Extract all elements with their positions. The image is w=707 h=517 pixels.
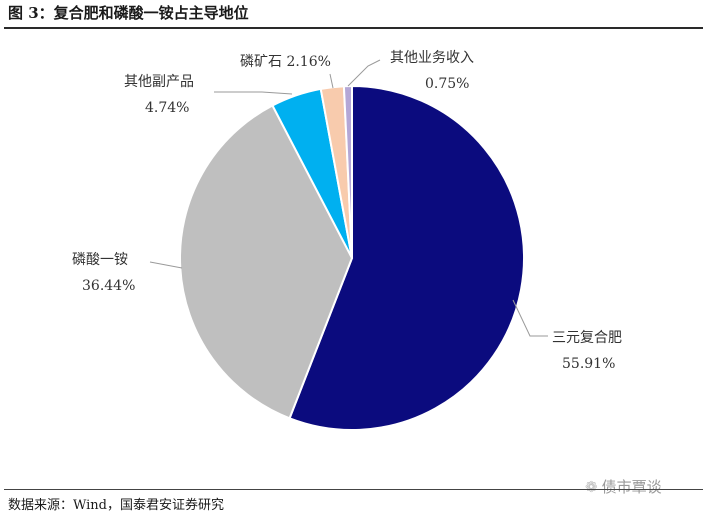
label-磷矿石: 磷矿石 2.16% [240,54,331,70]
value-其他业务收入: 0.75% [425,76,469,92]
pie-slices [179,84,525,431]
source-note: 数据来源：Wind，国泰君安证券研究 [8,498,224,513]
leader-line-其他业务收入 [347,59,381,87]
value-三元复合肥: 55.91% [562,356,615,372]
label-磷酸一铵: 磷酸一铵 [72,252,128,268]
source-rule [4,489,703,490]
label-其他副产品: 其他副产品 [124,74,194,90]
watermark: ❁ 债市覃谈 [585,476,662,497]
watermark-text: 债市覃谈 [601,478,662,496]
pie-chart: 三元复合肥 55.91% 磷酸一铵 36.44% 其他副产品 4.74% 磷矿石… [72,50,622,431]
slice-其他业务收入 [342,84,353,259]
data-labels: 三元复合肥 55.91% 磷酸一铵 36.44% 其他副产品 4.74% 磷矿石… [72,50,622,372]
value-磷酸一铵: 36.44% [82,278,135,294]
figure-title: 图 3：复合肥和磷酸一铵占主导地位 [8,4,249,22]
leader-line-磷矿石 [329,73,334,89]
value-其他副产品: 4.74% [145,100,189,116]
wechat-icon: ❁ [585,478,598,496]
leader-line-磷酸一铵 [149,261,183,269]
leader-line-其他副产品 [214,91,293,95]
label-三元复合肥: 三元复合肥 [552,329,622,346]
label-其他业务收入: 其他业务收入 [390,50,474,66]
slice-三元复合肥 [288,84,525,431]
title-rule [4,27,703,29]
leader-lines [149,59,548,337]
leader-line-三元复合肥 [512,299,548,337]
